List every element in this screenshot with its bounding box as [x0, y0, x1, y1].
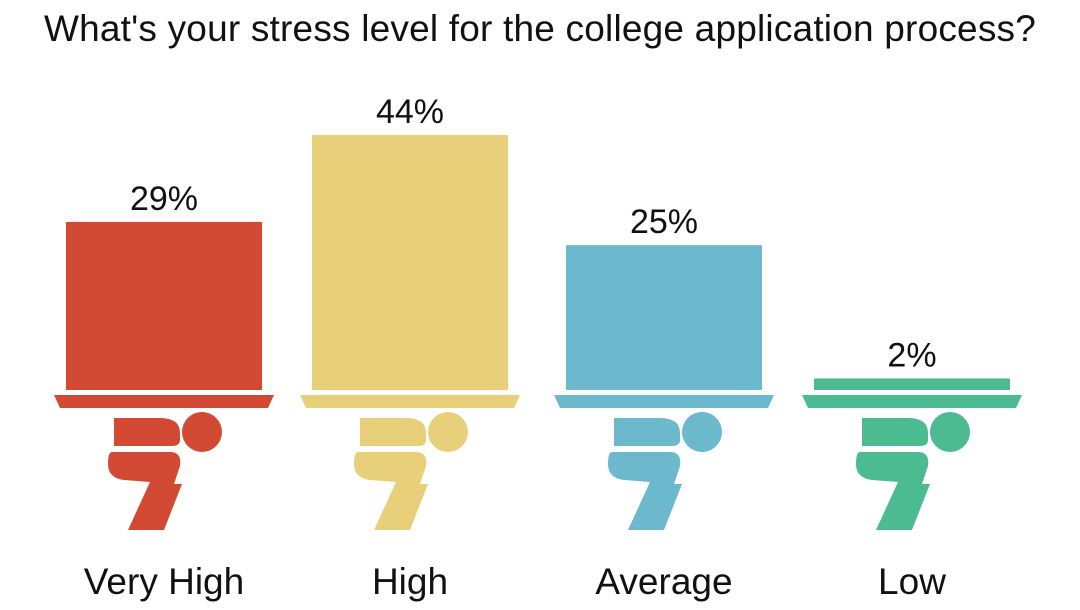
leg	[856, 452, 929, 530]
tray	[802, 395, 1022, 408]
head	[182, 412, 222, 452]
bar-group: 25% Average	[554, 203, 774, 602]
leg-back	[644, 484, 682, 530]
leg-back	[390, 484, 428, 530]
category-label: High	[372, 561, 448, 602]
head	[428, 412, 468, 452]
bar-value-label: 44%	[376, 93, 444, 131]
tray	[54, 395, 274, 408]
bar	[66, 221, 262, 390]
head	[682, 412, 722, 452]
chart-title: What's your stress level for the college…	[43, 8, 1036, 49]
tray	[300, 395, 520, 408]
person-lifting-icon	[608, 412, 722, 530]
head	[930, 412, 970, 452]
bar-value-label: 2%	[887, 336, 936, 374]
bar-group: 44% High	[300, 93, 520, 602]
arm	[614, 418, 680, 446]
bar-group: 2% Low	[802, 336, 1022, 602]
category-label: Average	[595, 561, 732, 602]
bar	[312, 135, 508, 390]
category-label: Low	[878, 561, 946, 602]
tray	[554, 395, 774, 408]
leg	[608, 452, 681, 530]
bar	[814, 378, 1010, 390]
category-label: Very High	[84, 561, 244, 602]
bar-value-label: 29%	[130, 180, 198, 218]
arm	[862, 418, 928, 446]
leg-back	[144, 484, 182, 530]
person-lifting-icon	[856, 412, 970, 530]
leg	[354, 452, 427, 530]
bar	[566, 245, 762, 390]
arm	[114, 418, 180, 446]
bar-value-label: 25%	[630, 203, 698, 241]
person-lifting-icon	[354, 412, 468, 530]
leg	[108, 452, 181, 530]
arm	[360, 418, 426, 446]
person-lifting-icon	[108, 412, 222, 530]
leg-back	[892, 484, 930, 530]
bar-group: 29% Very High	[54, 180, 274, 602]
